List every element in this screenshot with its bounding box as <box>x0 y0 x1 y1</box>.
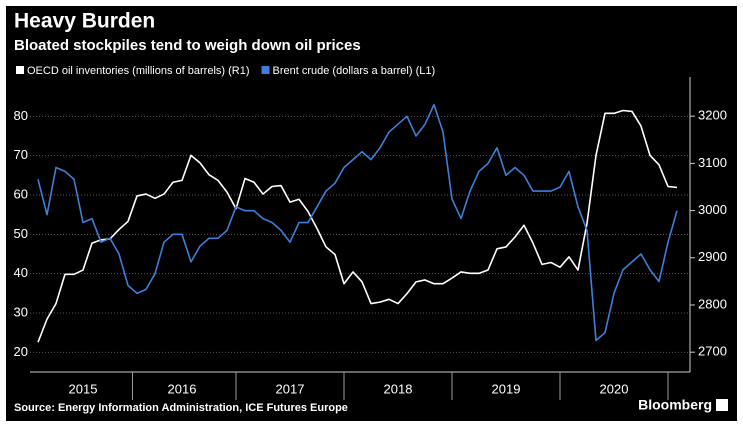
y2-tick-label: 3200 <box>698 108 727 123</box>
legend-label: Brent crude (dollars a barrel) (L1) <box>273 65 436 77</box>
y-tick-label: 50 <box>14 226 28 241</box>
y-tick-label: 20 <box>14 344 28 359</box>
legend-label: OECD oil inventories (millions of barrel… <box>27 65 250 77</box>
chart-subtitle: Bloated stockpiles tend to weigh down oi… <box>14 37 361 54</box>
y2-tick-label: 3000 <box>698 202 727 217</box>
legend-swatch <box>16 66 24 74</box>
chart-title: Heavy Burden <box>14 10 155 33</box>
x-tick-label: 2020 <box>600 381 629 396</box>
x-tick-label: 2015 <box>69 381 98 396</box>
y2-tick-label: 2700 <box>698 344 727 359</box>
x-tick-label: 2018 <box>384 381 413 396</box>
y-tick-label: 80 <box>14 108 28 123</box>
y-tick-label: 40 <box>14 265 28 280</box>
y-tick-label: 70 <box>14 147 28 162</box>
x-tick-label: 2016 <box>168 381 197 396</box>
y-tick-label: 60 <box>14 186 28 201</box>
legend-swatch <box>261 66 270 74</box>
series-line <box>37 109 678 343</box>
source: Source: Energy Information Administratio… <box>14 402 348 414</box>
y2-tick-label: 2900 <box>698 249 727 264</box>
x-tick-label: 2017 <box>276 381 305 396</box>
y-tick-label: 30 <box>14 304 28 319</box>
logo-icon <box>716 399 728 411</box>
x-tick-label: 2019 <box>492 381 521 396</box>
y2-tick-label: 2800 <box>698 296 727 311</box>
credit: Bloomberg <box>638 397 712 413</box>
y2-tick-label: 3100 <box>698 155 727 170</box>
series-line <box>37 103 678 342</box>
